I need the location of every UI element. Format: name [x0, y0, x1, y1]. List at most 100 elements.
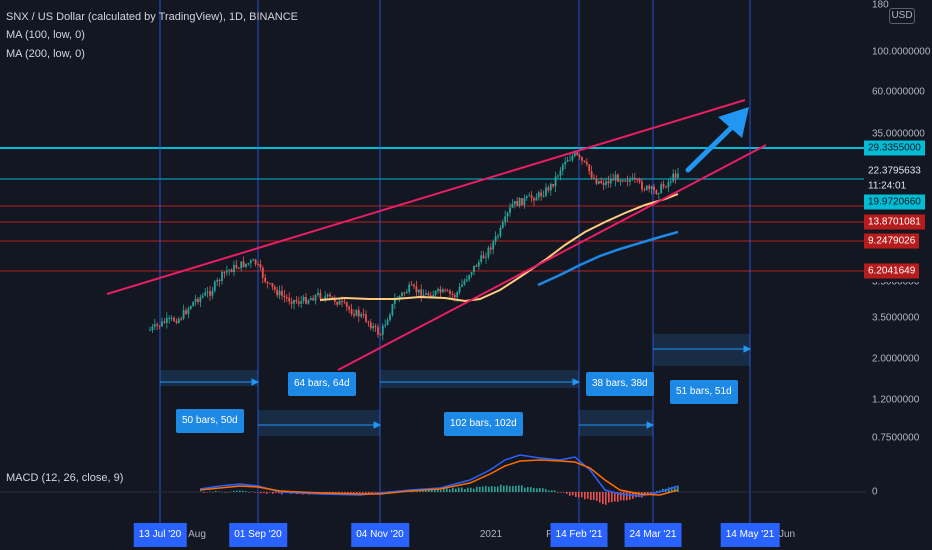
- macd-legend[interactable]: MACD (12, 26, close, 9): [6, 472, 124, 484]
- macd-histogram-bar: [446, 488, 448, 492]
- macd-histogram-bar: [275, 492, 277, 493]
- macd-histogram-bar: [590, 492, 592, 501]
- candle-body: [465, 279, 468, 281]
- candle-body: [533, 198, 535, 201]
- candle-body: [307, 300, 310, 304]
- candle-body: [379, 334, 382, 336]
- cyan-price-tag: 29.3355000: [864, 140, 925, 156]
- date-marker[interactable]: 14 Feb '21: [550, 523, 608, 547]
- bars-range-label[interactable]: 50 bars, 50d: [176, 409, 244, 433]
- macd-histogram-bar: [554, 490, 556, 492]
- macd-histogram-bar: [452, 487, 454, 492]
- lower-trend-line[interactable]: [337, 144, 767, 371]
- bars-range-label[interactable]: 102 bars, 102d: [444, 412, 523, 436]
- candle-body: [187, 308, 190, 314]
- date-marker[interactable]: 24 Mar '21: [624, 523, 682, 547]
- candle-body: [602, 182, 605, 185]
- candle-body: [177, 318, 180, 323]
- macd-histogram-bar: [533, 487, 535, 492]
- candle-body: [665, 186, 667, 188]
- macd-histogram-bar: [269, 492, 271, 493]
- macd-histogram-bar: [248, 492, 250, 493]
- candle-body: [453, 294, 456, 298]
- candle-body: [345, 302, 348, 307]
- candle-body: [492, 241, 495, 250]
- macd-histogram-bar: [605, 492, 607, 505]
- candle-body: [410, 284, 413, 286]
- candle-body: [293, 299, 295, 304]
- macd-histogram-bar: [575, 492, 577, 497]
- ma-200-line[interactable]: [537, 230, 679, 287]
- candle-body: [353, 313, 355, 316]
- candle-body: [573, 152, 576, 157]
- date-lines[interactable]: [159, 0, 751, 523]
- currency-button[interactable]: USD: [889, 8, 915, 24]
- candle-body: [312, 298, 315, 301]
- ma-100-legend[interactable]: MA (100, low, 0): [6, 29, 85, 41]
- axis-label: 0.7500000: [872, 432, 920, 444]
- candle-body: [163, 321, 166, 323]
- bars-range-label[interactable]: 51 bars, 51d: [670, 380, 738, 404]
- axis-label: 60.0000000: [872, 86, 925, 98]
- macd-panel[interactable]: [0, 454, 866, 505]
- bars-range-label[interactable]: 38 bars, 38d: [586, 372, 654, 396]
- candle-body: [389, 314, 391, 321]
- date-marker[interactable]: 13 Jul '20: [133, 523, 187, 547]
- macd-histogram-bar: [530, 487, 532, 492]
- macd-histogram-bar: [593, 492, 595, 500]
- ma-100-line[interactable]: [319, 193, 679, 303]
- candle-body: [662, 184, 665, 187]
- macd-histogram-bar: [539, 487, 541, 492]
- candle-body: [528, 195, 531, 197]
- candle-body: [504, 216, 507, 223]
- candle-body: [211, 290, 214, 296]
- candle-body: [398, 296, 401, 300]
- candle-body: [583, 160, 586, 162]
- macd-histogram-bar: [620, 492, 622, 501]
- candle-body: [609, 179, 612, 184]
- candle-body: [403, 292, 406, 294]
- candle-body: [487, 247, 490, 258]
- macd-histogram-bar: [272, 492, 274, 494]
- bars-range-label[interactable]: 64 bars, 64d: [288, 372, 356, 396]
- date-marker[interactable]: 14 May '21: [720, 523, 780, 547]
- candlestick-series[interactable]: [149, 150, 679, 341]
- candle-body: [288, 297, 291, 302]
- upper-trend-line[interactable]: [106, 99, 746, 295]
- axis-label: 1.2000000: [872, 394, 920, 406]
- macd-histogram-bar: [503, 485, 505, 492]
- candle-body: [645, 185, 648, 190]
- range-box: [579, 410, 653, 436]
- ma-200-legend[interactable]: MA (200, low, 0): [6, 48, 85, 60]
- macd-histogram-bar: [611, 492, 613, 503]
- candle-body: [173, 317, 175, 321]
- candle-body: [264, 277, 267, 282]
- macd-signal-line[interactable]: [199, 459, 679, 496]
- macd-histogram-bar: [263, 492, 265, 493]
- horizontal-levels[interactable]: [0, 147, 866, 272]
- macd-histogram-bar: [596, 492, 598, 501]
- candle-body: [302, 297, 305, 302]
- candle-body: [523, 198, 526, 206]
- candle-body: [197, 298, 199, 303]
- candle-body: [257, 264, 259, 266]
- projection-arrow[interactable]: [685, 107, 749, 173]
- last-price-tag: 22.3795633: [864, 163, 925, 179]
- candle-body: [384, 324, 387, 326]
- candle-body: [446, 290, 449, 292]
- date-marker[interactable]: 04 Nov '20: [351, 523, 409, 547]
- candle-body: [607, 181, 610, 184]
- candle-body: [501, 222, 504, 228]
- macd-histogram-bar: [524, 487, 526, 492]
- candle-body: [617, 174, 619, 182]
- candle-body: [180, 318, 183, 320]
- macd-histogram-bar: [467, 487, 469, 492]
- macd-histogram-bar: [671, 486, 673, 492]
- candle-body: [175, 320, 178, 323]
- macd-histogram-bar: [221, 491, 223, 493]
- candle-body: [597, 181, 600, 184]
- candle-body: [477, 262, 480, 267]
- date-marker[interactable]: 01 Sep '20: [229, 523, 287, 547]
- candle-body: [621, 180, 624, 182]
